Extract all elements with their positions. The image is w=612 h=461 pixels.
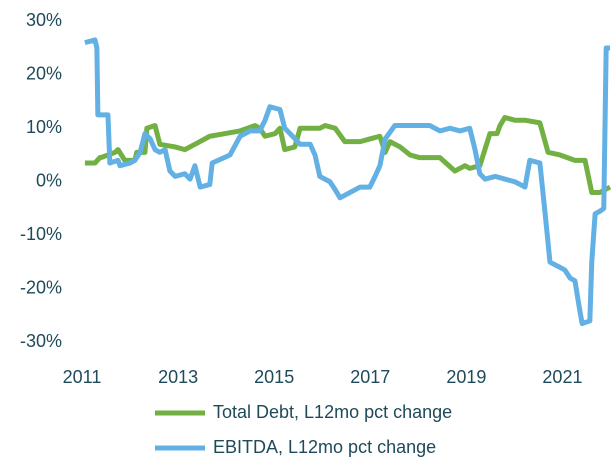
legend-label: Total Debt, L12mo pct change	[213, 402, 452, 422]
y-tick-label: 10%	[26, 117, 62, 137]
series-line	[84, 115, 612, 195]
x-tick-label: 2021	[542, 367, 582, 387]
x-tick-label: 2013	[158, 367, 198, 387]
y-tick-label: 30%	[26, 10, 62, 30]
y-tick-label: 0%	[36, 171, 62, 191]
x-tick-label: 2015	[254, 367, 294, 387]
x-tick-label: 2011	[63, 367, 102, 387]
legend-label: EBITDA, L12mo pct change	[213, 437, 436, 457]
y-tick-label: -10%	[20, 224, 62, 244]
series-line	[84, 37, 611, 327]
x-tick-label: 2019	[446, 367, 486, 387]
y-tick-label: 20%	[26, 63, 62, 83]
x-tick-label: 2017	[350, 367, 390, 387]
y-tick-label: -30%	[20, 331, 62, 351]
y-tick-label: -20%	[20, 278, 62, 298]
